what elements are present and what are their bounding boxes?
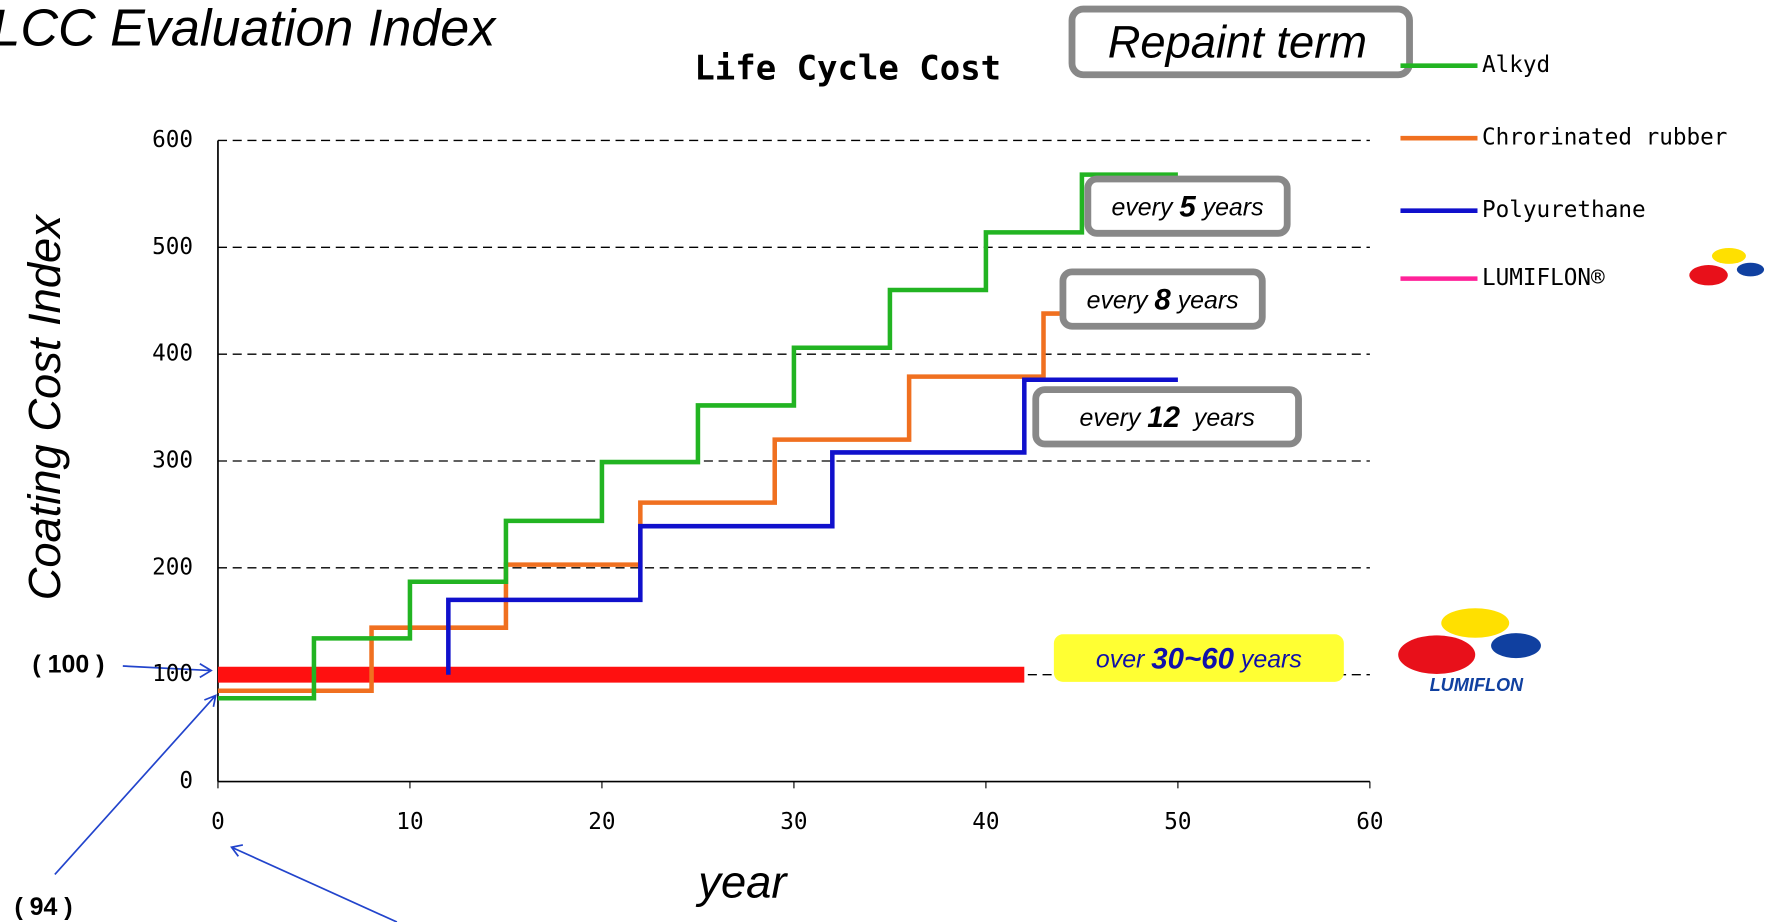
x-tick-label: 0 <box>211 809 225 835</box>
legend-label: Polyurethane <box>1482 197 1646 223</box>
heading: LCC Evaluation Index <box>0 0 497 57</box>
annotation-part: every <box>1112 193 1180 221</box>
x-axis-label: year <box>695 857 788 908</box>
annotation-part: years <box>1180 404 1255 432</box>
y-tick-label: 300 <box>152 448 193 474</box>
series-line <box>446 377 1178 675</box>
annotation: every 5 years <box>1112 190 1264 223</box>
y-tick-label: 100 <box>152 661 193 687</box>
y-axis-label: Coating Cost Index <box>19 214 70 601</box>
legend-label: Chrorinated rubber <box>1482 125 1727 151</box>
x-tick-label: 30 <box>780 809 807 835</box>
annotation: every 12 years <box>1079 401 1254 434</box>
point-label: ( 94 ) <box>14 893 72 921</box>
x-tick-label: 10 <box>396 809 423 835</box>
arrows <box>54 663 398 922</box>
legend-title: Repaint term <box>1108 16 1367 67</box>
annotation-part: every <box>1087 286 1155 314</box>
series-line <box>217 311 1178 693</box>
logo: LUMIFLON <box>1398 608 1541 695</box>
annotation-part: 30~60 <box>1151 642 1234 675</box>
annotation-part: 5 <box>1179 190 1196 223</box>
annotation: over 30~60 years <box>1096 642 1302 675</box>
annotation-box <box>1032 386 1302 448</box>
annotation-part: over <box>1096 645 1151 673</box>
logo-text: LUMIFLON <box>1430 675 1524 695</box>
y-tick-label: 500 <box>152 234 193 260</box>
legend-label: Alkyd <box>1482 52 1550 78</box>
x-tick-label: 50 <box>1164 809 1191 835</box>
annotation: every 8 years <box>1087 283 1239 316</box>
annotation-box <box>1053 634 1344 682</box>
legend-title-box <box>1068 5 1413 79</box>
point-label: ( 100 ) <box>32 651 104 679</box>
legend-logo <box>1689 248 1765 286</box>
y-tick-label: 200 <box>152 554 193 580</box>
annotation-box <box>1059 268 1266 330</box>
annotation-part: years <box>1196 193 1264 221</box>
annotation-part: years <box>1234 645 1302 673</box>
annotation-part: 12 <box>1147 401 1180 434</box>
x-tick-label: 20 <box>588 809 615 835</box>
annotation-part: every <box>1079 404 1147 432</box>
series-line <box>217 172 1178 701</box>
annotation-part: years <box>1171 286 1239 314</box>
chart-title: Life Cycle Cost <box>694 49 1001 89</box>
annotation-part: 8 <box>1154 283 1171 316</box>
y-tick-label: 0 <box>179 768 193 794</box>
legend-label: LUMIFLON® <box>1482 265 1605 291</box>
x-tick-label: 60 <box>1356 809 1383 835</box>
y-tick-label: 400 <box>152 341 193 367</box>
x-tick-label: 40 <box>972 809 999 835</box>
annotation-box <box>1084 175 1291 237</box>
y-tick-label: 600 <box>152 127 193 153</box>
